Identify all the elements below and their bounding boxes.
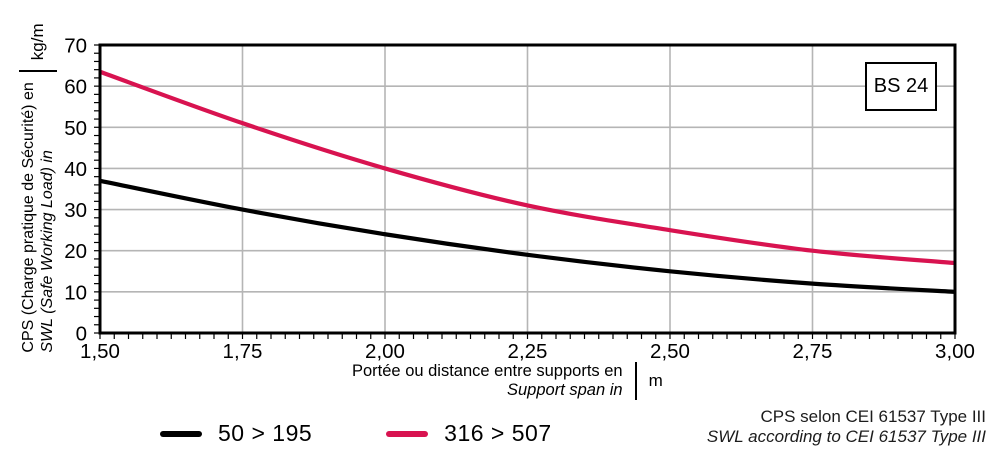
y-tick-label: 50 <box>64 117 87 140</box>
footnote-line-en: SWL according to CEI 61537 Type III <box>706 427 986 446</box>
y-axis-label-en: SWL (Safe Working Load) in <box>39 150 56 353</box>
plot-area: 1,50 1,75 2,00 2,25 2,50 2,75 3,00 0 10 20 30 40 50 6… <box>64 35 975 364</box>
y-axis-label-fr: CPS (Charge pratique de Sécurité) en <box>20 82 37 353</box>
y-axis-unit: kg/m <box>28 23 47 61</box>
y-tick-label: 20 <box>64 240 87 263</box>
y-axis-label: CPS (Charge pratique de Sécurité) en SWL… <box>17 15 59 361</box>
y-tick-label: 60 <box>64 76 87 99</box>
x-tick-label: 2,50 <box>650 340 690 363</box>
x-axis-unit: m <box>648 371 663 390</box>
legend-label: 50 > 195 <box>218 420 313 446</box>
x-tick-label: 2,75 <box>793 340 833 363</box>
footnote: CPS selon CEI 61537 Type III SWL accordi… <box>707 407 986 447</box>
x-tick-label: 1,75 <box>223 340 263 363</box>
legend-swatch <box>160 430 202 437</box>
x-axis-label-fr: Portée ou distance entre supports en <box>352 362 623 380</box>
bs24-badge: BS 24 <box>865 62 937 111</box>
x-tick-label: 3,00 <box>935 340 975 363</box>
y-tick-label: 40 <box>64 158 87 181</box>
legend-item: 50 > 195 <box>160 420 312 447</box>
legend-label: 316 > 507 <box>444 420 552 446</box>
y-axis-unit-divider <box>19 70 57 73</box>
series-curve-0 <box>99 178 956 294</box>
x-axis-label-en: Support span in <box>507 381 623 399</box>
x-tick-label: 2,00 <box>365 340 405 363</box>
y-tick-label: 10 <box>64 281 87 304</box>
y-tick-label: 70 <box>64 35 87 58</box>
x-tick-label: 1,50 <box>80 340 120 363</box>
x-tick-label: 2,25 <box>508 340 548 363</box>
bs24-badge-label: BS 24 <box>873 75 929 97</box>
y-axis-label-text: CPS (Charge pratique de Sécurité) en SWL… <box>19 82 57 352</box>
series-curve-1 <box>99 69 956 266</box>
y-tick-label: 0 <box>76 323 87 346</box>
x-axis-unit-divider <box>634 362 637 400</box>
y-tick-label: 30 <box>64 199 87 222</box>
legend-item: 316 > 507 <box>386 420 551 447</box>
x-axis-label: Portée ou distance entre supports en Sup… <box>352 362 663 400</box>
x-axis-label-text: Portée ou distance entre supports en Sup… <box>352 362 623 400</box>
plot-border <box>98 43 957 335</box>
legend-swatch <box>386 430 429 437</box>
footnote-line-fr: CPS selon CEI 61537 Type III <box>760 407 986 426</box>
legend: 50 > 195 316 > 507 <box>160 420 552 447</box>
